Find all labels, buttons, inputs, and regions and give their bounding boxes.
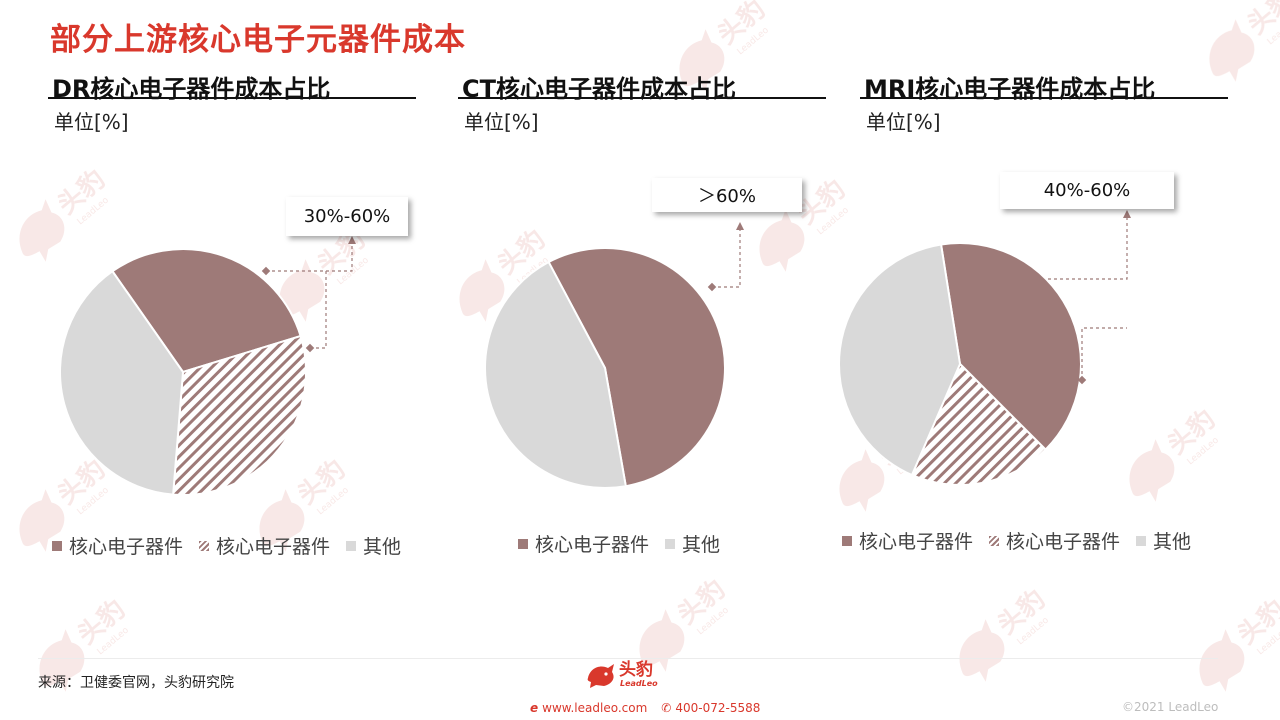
legend-swatch-light: [665, 538, 676, 549]
website-link[interactable]: www.leadleo.com: [542, 701, 648, 715]
dr-marker-2: [305, 343, 315, 353]
brand-subname: LeadLeo: [620, 679, 658, 688]
legend-item: 其他: [346, 532, 401, 559]
legend-item: 核心电子器件: [989, 527, 1120, 554]
mri-pie: [838, 242, 1082, 486]
legend-item: 核心电子器件: [518, 530, 649, 557]
ct-title-rule: [458, 97, 826, 99]
legend-item: 其他: [665, 530, 720, 557]
mri-unit-label: 单位[%]: [866, 110, 941, 134]
phone-icon: ✆: [661, 701, 672, 715]
pie-slice-core-slice-0: [547, 247, 726, 488]
pie-slice-core-slice-0: [111, 248, 302, 374]
ct-pie: [484, 247, 726, 489]
mri-legend: 核心电子器件 核心电子器件 其他: [842, 527, 1207, 554]
legend-swatch-solid: [518, 538, 528, 549]
contact-info: e www.leadleo.com ✆ 400-072-5588: [530, 701, 764, 715]
pie-slice-core-hatched-slice-1: [172, 334, 308, 496]
web-icon: e: [530, 701, 539, 715]
legend-swatch-hatch: [989, 535, 1000, 546]
legend-label: 核心电子器件: [535, 534, 650, 556]
dr-leader-2: [310, 271, 327, 349]
mri-leader-1: [1081, 327, 1127, 380]
pie-slice-other-slice-2: [838, 243, 962, 477]
mri-title-rule: [860, 97, 1228, 99]
dr-leader-1: [266, 242, 353, 272]
brand-logo: 头豹 LeadLeo: [586, 662, 658, 688]
mri-callout-box: 40%-60%: [1000, 172, 1174, 209]
pie-slice-other-slice-2: [59, 269, 185, 496]
dr-title-rule: [48, 97, 416, 99]
legend-label: 其他: [363, 536, 402, 558]
legend-label: 核心电子器件: [1006, 531, 1121, 553]
page-title: 部分上游核心电子元器件成本: [50, 22, 466, 58]
dr-marker-1: [261, 266, 271, 276]
legend-swatch-light: [1136, 535, 1147, 546]
source-note: 来源：卫健委官网，头豹研究院: [38, 675, 234, 691]
callout-markers: [261, 210, 1131, 385]
pie-slice-core-slice-0: [939, 242, 1082, 451]
legend-label: 核心电子器件: [216, 536, 331, 558]
mri-arrowhead: [1123, 210, 1131, 218]
ct-callout-box: ＞60%: [652, 178, 802, 212]
legend-swatch-solid: [52, 540, 62, 551]
ct-unit-label: 单位[%]: [464, 110, 539, 134]
pie-slice-core-hatched-slice-1: [910, 362, 1047, 486]
dr-arrowhead: [348, 236, 356, 244]
phone-number: 400-072-5588: [675, 701, 761, 715]
dr-legend: 核心电子器件 核心电子器件 其他: [52, 532, 417, 559]
legend-label: 核心电子器件: [69, 536, 184, 558]
callout-leaders: [266, 216, 1128, 380]
legend-label: 其他: [1153, 531, 1192, 553]
dr-unit-label: 单位[%]: [54, 110, 129, 134]
dr-callout-box: 30%-60%: [286, 197, 408, 236]
ct-arrowhead: [736, 222, 744, 230]
legend-swatch-hatch: [199, 540, 210, 551]
legend-item: 核心电子器件: [199, 532, 330, 559]
ct-legend: 核心电子器件 其他: [518, 530, 736, 557]
legend-swatch-solid: [842, 535, 852, 546]
legend-swatch-light: [346, 540, 357, 551]
leopard-icon: [587, 664, 614, 688]
ct-marker: [707, 282, 717, 292]
legend-item: 其他: [1136, 527, 1191, 554]
pie-slice-other-slice-1: [484, 260, 627, 489]
legend-item: 核心电子器件: [52, 532, 183, 559]
mri-marker-1: [1077, 375, 1087, 385]
legend-label: 其他: [682, 534, 721, 556]
mri-leader-2: [1048, 216, 1128, 280]
copyright: ©2021 LeadLeo: [1122, 700, 1219, 714]
legend-label: 核心电子器件: [859, 531, 974, 553]
footer-divider: [38, 658, 1218, 659]
brand-name: 头豹: [619, 660, 653, 680]
ct-leader: [712, 228, 741, 288]
dr-pie: [59, 248, 308, 496]
legend-item: 核心电子器件: [842, 527, 973, 554]
